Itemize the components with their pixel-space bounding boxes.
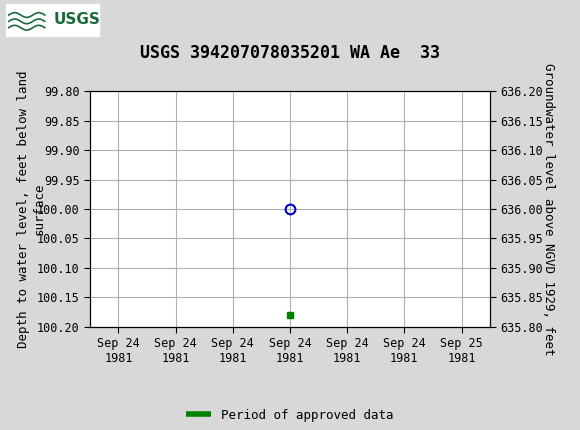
Legend: Period of approved data: Period of approved data: [181, 404, 399, 427]
Bar: [6, 4, 99, 36]
Text: USGS: USGS: [54, 12, 101, 27]
Y-axis label: Depth to water level, feet below land
surface: Depth to water level, feet below land su…: [17, 70, 45, 348]
Y-axis label: Groundwater level above NGVD 1929, feet: Groundwater level above NGVD 1929, feet: [542, 63, 555, 355]
Text: USGS 394207078035201 WA Ae  33: USGS 394207078035201 WA Ae 33: [140, 44, 440, 62]
